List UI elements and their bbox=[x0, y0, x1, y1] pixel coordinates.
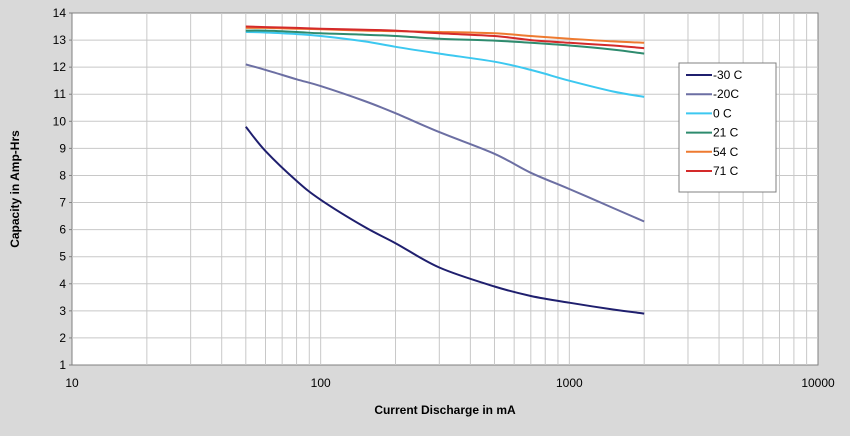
x-tick-labels: 10 100 1000 10000 bbox=[65, 376, 835, 390]
legend: -30 C -20C 0 C 21 C 54 C 71 C bbox=[678, 62, 777, 193]
legend-label: 21 C bbox=[713, 126, 739, 140]
y-tick-label: 11 bbox=[54, 87, 67, 101]
y-axis-title: Capacity in Amp-Hrs bbox=[8, 130, 22, 248]
y-tick-label: 3 bbox=[59, 304, 66, 318]
y-tick-label: 5 bbox=[59, 250, 66, 264]
series-line-0c bbox=[245, 31, 645, 98]
legend-label: 71 C bbox=[713, 164, 739, 178]
y-tick-label: 10 bbox=[53, 114, 67, 128]
y-tick-label: 12 bbox=[53, 60, 67, 74]
y-tick-label: 7 bbox=[59, 196, 66, 210]
y-tick-label: 4 bbox=[59, 277, 66, 291]
y-tick-label: 9 bbox=[59, 141, 66, 155]
legend-label: 0 C bbox=[713, 106, 732, 120]
legend-label: 54 C bbox=[713, 145, 739, 159]
y-tick-label: 6 bbox=[59, 223, 66, 237]
x-tick-label: 10 bbox=[65, 376, 79, 390]
y-tick-label: 1 bbox=[59, 358, 66, 372]
y-tick-label: 8 bbox=[59, 168, 66, 182]
x-tick-label: 100 bbox=[311, 376, 331, 390]
x-tick-label: 10000 bbox=[801, 376, 835, 390]
y-tick-label: 13 bbox=[53, 33, 67, 47]
series-line-21c bbox=[245, 29, 645, 55]
x-axis-title: Current Discharge in mA bbox=[374, 403, 516, 417]
series-line-minus20c bbox=[245, 63, 645, 223]
x-tick-label: 1000 bbox=[556, 376, 583, 390]
series-line-minus30c bbox=[245, 126, 645, 315]
legend-label: -30 C bbox=[713, 68, 743, 82]
y-tick-label: 14 bbox=[53, 6, 67, 20]
series-lines bbox=[245, 25, 645, 315]
series-line-71c bbox=[245, 25, 645, 50]
y-tick-label: 2 bbox=[59, 331, 66, 345]
legend-label: -20C bbox=[713, 87, 739, 101]
